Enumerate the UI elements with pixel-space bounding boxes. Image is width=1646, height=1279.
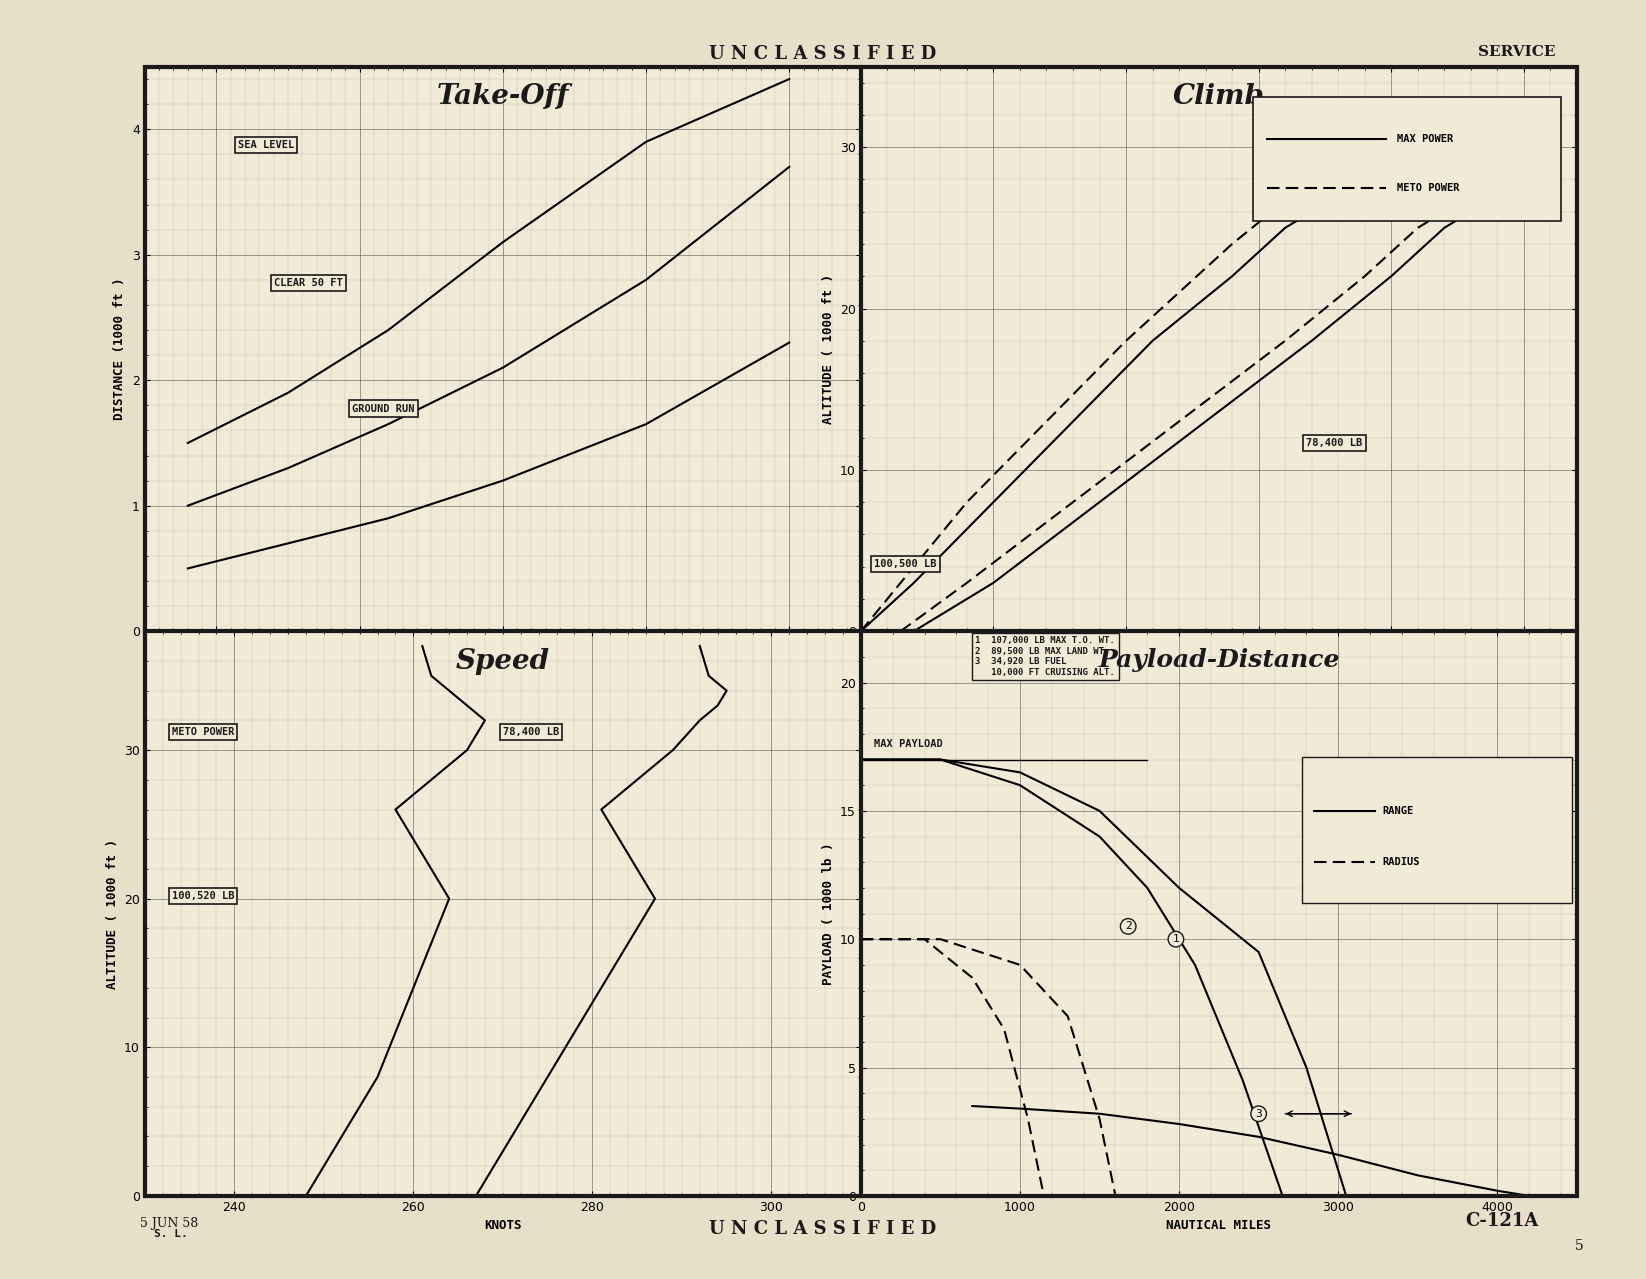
- Text: S.L.: S.L.: [813, 655, 839, 665]
- Text: 1  107,000 LB MAX T.O. WT.
2  89,500 LB MAX LAND WT.
3  34,920 LB FUEL
   10,000: 1 107,000 LB MAX T.O. WT. 2 89,500 LB MA…: [976, 637, 1116, 677]
- Text: Take-Off: Take-Off: [436, 83, 570, 110]
- Text: GROUND RUN: GROUND RUN: [352, 404, 415, 413]
- Text: 2: 2: [1124, 921, 1131, 931]
- Text: 78,400 LB: 78,400 LB: [504, 728, 560, 737]
- Y-axis label: DISTANCE (1000 ft ): DISTANCE (1000 ft ): [114, 278, 127, 420]
- Text: Payload-Distance: Payload-Distance: [1098, 648, 1340, 673]
- X-axis label: NAUTICAL MILES: NAUTICAL MILES: [1167, 1219, 1271, 1232]
- Text: MAX POWER: MAX POWER: [1396, 134, 1453, 145]
- Text: Speed: Speed: [456, 648, 550, 675]
- FancyBboxPatch shape: [1253, 97, 1560, 221]
- Text: MAX PAYLOAD: MAX PAYLOAD: [874, 739, 943, 748]
- X-axis label: RATE OF CLIMB-FT/MIN: RATE OF CLIMB-FT/MIN: [1144, 655, 1294, 668]
- Text: 100,520 LB: 100,520 LB: [171, 890, 234, 900]
- Text: S. L.: S. L.: [153, 1229, 188, 1239]
- Text: CLEAR 50 FT: CLEAR 50 FT: [273, 278, 342, 288]
- Text: METO POWER: METO POWER: [171, 728, 234, 737]
- Y-axis label: ALTITUDE ( 1000 ft ): ALTITUDE ( 1000 ft ): [821, 274, 835, 423]
- Text: 5 JUN 58: 5 JUN 58: [140, 1218, 198, 1230]
- Text: RANGE: RANGE: [1383, 806, 1414, 816]
- FancyBboxPatch shape: [1302, 757, 1572, 903]
- X-axis label: KNOTS: KNOTS: [484, 1219, 522, 1232]
- Text: Climb: Climb: [1174, 83, 1264, 110]
- Text: C-121A: C-121A: [1465, 1212, 1539, 1230]
- Text: U N C L A S S I F I E D: U N C L A S S I F I E D: [709, 1220, 937, 1238]
- X-axis label: GROSS WEIGHT ( 1000 lb ): GROSS WEIGHT ( 1000 lb ): [413, 655, 593, 668]
- Text: 5: 5: [1575, 1239, 1583, 1253]
- Y-axis label: ALTITUDE ( 1000 ft ): ALTITUDE ( 1000 ft ): [105, 839, 119, 989]
- Text: SERVICE: SERVICE: [1478, 45, 1555, 59]
- Text: 3: 3: [1256, 1109, 1262, 1119]
- Text: 100,500 LB: 100,500 LB: [874, 559, 937, 569]
- Text: 1: 1: [1172, 934, 1179, 944]
- Text: SEA LEVEL: SEA LEVEL: [239, 141, 295, 150]
- Text: RADIUS: RADIUS: [1383, 857, 1420, 867]
- Text: METO POWER: METO POWER: [1396, 183, 1458, 193]
- Text: U N C L A S S I F I E D: U N C L A S S I F I E D: [709, 45, 937, 63]
- Text: 78,400 LB: 78,400 LB: [1307, 437, 1363, 448]
- Y-axis label: PAYLOAD ( 1000 lb ): PAYLOAD ( 1000 lb ): [821, 843, 835, 985]
